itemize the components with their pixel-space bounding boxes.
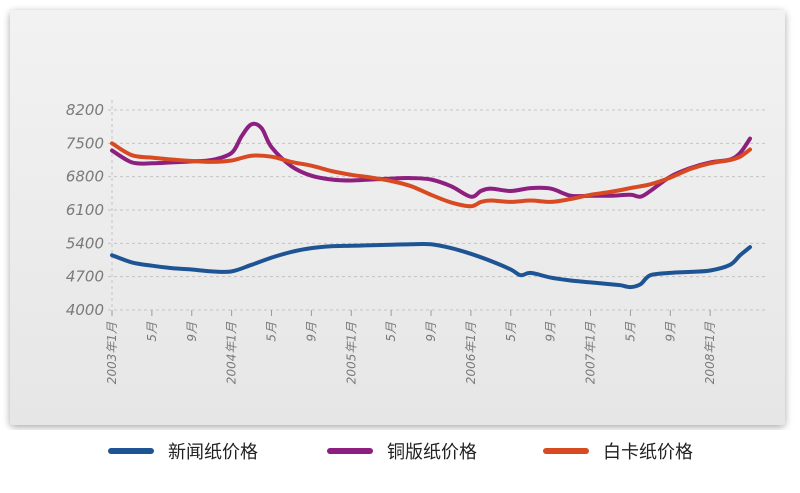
series-lines (110, 121, 752, 290)
y-tick-label: 5400 (66, 234, 104, 252)
legend-swatch-coated-paper (327, 448, 373, 454)
plot-background (10, 10, 785, 425)
x-tick-label: 2005年1月 (344, 321, 358, 384)
legend-item-white-board: 白卡纸价格 (543, 436, 693, 466)
series-line-white-board (110, 141, 752, 209)
y-tick-label: 6800 (66, 168, 104, 186)
y-tick-label: 8200 (66, 101, 104, 119)
series-line-coated-paper (110, 121, 752, 199)
legend-item-newsprint: 新闻纸价格 (108, 436, 258, 466)
legend-label-newsprint: 新闻纸价格 (168, 442, 258, 463)
y-tick-label: 6100 (66, 201, 104, 219)
x-tick-label: 9月 (185, 321, 199, 342)
y-tick-label: 4700 (66, 268, 104, 286)
x-tick-label: 9月 (304, 321, 318, 342)
x-tick-label: 2004年1月 (225, 321, 239, 384)
x-tick-label: 9月 (424, 321, 438, 342)
x-tick-label: 5月 (265, 321, 279, 342)
x-tick-label: 9月 (544, 321, 558, 342)
x-tick-label: 5月 (145, 321, 159, 342)
y-axis-ticks: 8200 7500 6800 6100 5400 4700 4000 (66, 101, 104, 319)
x-axis-ticks: 2003年1月 5月 9月 2004年1月 5月 9月 2005年1月 5月 9月 2006年1月… (105, 321, 717, 384)
legend: 新闻纸价格 铜版纸价格 白卡纸价格 (0, 436, 800, 466)
y-tick-label: 7500 (66, 134, 104, 152)
x-tick-label: 2007年1月 (584, 321, 598, 384)
x-tick-label: 5月 (384, 321, 398, 342)
legend-label-white-board: 白卡纸价格 (603, 442, 693, 463)
x-tick-label: 2006年1月 (464, 321, 478, 384)
x-tick-label: 2008年1月 (703, 321, 717, 384)
legend-label-coated-paper: 铜版纸价格 (387, 442, 477, 463)
y-tick-label: 4000 (66, 301, 104, 319)
legend-item-coated-paper: 铜版纸价格 (327, 436, 477, 466)
x-tick-label: 2003年1月 (105, 321, 119, 384)
series-line-newsprint (110, 242, 752, 290)
line-chart: 8200 7500 6800 6100 5400 4700 4000 2003年1月 5月 9月… (10, 10, 785, 425)
legend-swatch-white-board (543, 448, 589, 454)
x-tick-label: 5月 (504, 321, 518, 342)
x-tick-label: 9月 (663, 321, 677, 342)
x-tick-label: 5月 (623, 321, 637, 342)
legend-swatch-newsprint (108, 448, 154, 454)
